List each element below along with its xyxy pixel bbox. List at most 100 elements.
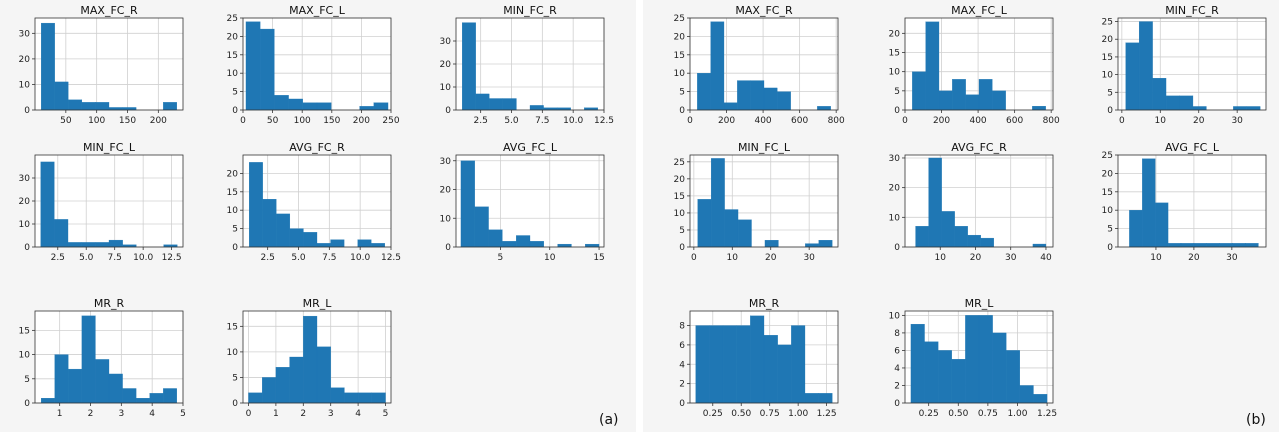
histogram-bar bbox=[108, 373, 123, 404]
histogram-bar bbox=[248, 392, 263, 404]
x-tick-label: 40 bbox=[1040, 253, 1052, 263]
histogram-bar bbox=[938, 350, 952, 404]
histogram-bar bbox=[978, 315, 993, 404]
histogram-bar bbox=[371, 392, 386, 404]
histogram-bar bbox=[54, 219, 69, 248]
histogram-bar bbox=[817, 106, 831, 111]
histogram-bar bbox=[276, 213, 291, 248]
histogram-bar bbox=[475, 93, 490, 111]
y-tick-label: 10 bbox=[889, 68, 901, 78]
y-tick-label: 10 bbox=[19, 80, 31, 90]
histogram-bar bbox=[67, 242, 82, 248]
histogram-bar bbox=[710, 21, 725, 111]
histogram-bar bbox=[928, 157, 942, 248]
x-tick-label: 10 bbox=[1150, 253, 1162, 263]
histogram-bar bbox=[818, 240, 833, 248]
histogram-bar bbox=[316, 243, 331, 248]
histogram-b-min-fc-l: 0 10 20 30 0 5 10 15 20 25 MIN_FC_L bbox=[674, 141, 839, 263]
y-tick-label: 0 bbox=[679, 399, 685, 409]
x-tick-label: 3 bbox=[118, 409, 124, 419]
y-tick-label: 0 bbox=[232, 243, 238, 253]
plot-frame bbox=[455, 154, 605, 248]
subplot-title: MR_R bbox=[749, 297, 780, 310]
histogram-b-avg-fc-r: 10 20 30 40 0 10 20 30 AVG_FC_R bbox=[889, 141, 1054, 263]
x-tick-label: 0.25 bbox=[703, 409, 723, 419]
histogram-bar bbox=[1006, 350, 1020, 404]
x-tick-label: 0.75 bbox=[978, 409, 998, 419]
x-tick-label: 10.0 bbox=[133, 253, 153, 263]
x-tick-label: 30 bbox=[1231, 116, 1243, 126]
histogram-bar bbox=[357, 392, 372, 404]
y-tick-label: 5 bbox=[679, 226, 685, 236]
x-tick-label: 150 bbox=[323, 116, 340, 126]
histogram-bar bbox=[915, 226, 929, 248]
histogram-bar bbox=[289, 228, 304, 248]
histogram-bar bbox=[697, 199, 712, 248]
y-tick-label: 15 bbox=[1102, 53, 1113, 63]
x-tick-label: 5.0 bbox=[79, 253, 94, 263]
y-tick-label: 25 bbox=[227, 14, 238, 24]
histogram-bar bbox=[316, 102, 332, 111]
histogram-a-min-fc-l: 2.5 5.0 7.5 10.0 12.5 0 10 20 30 MIN_FC_L bbox=[19, 141, 184, 263]
histogram-bar bbox=[81, 242, 96, 248]
y-tick-label: 20 bbox=[440, 186, 452, 196]
subplot-title: AVG_FC_L bbox=[503, 141, 558, 154]
x-tick-label: 5 bbox=[498, 253, 504, 263]
plot-frame bbox=[904, 17, 1054, 111]
y-tick-label: 0 bbox=[894, 106, 900, 116]
histogram-a-max-fc-r: 50 100 150 200 0 10 20 30 MAX_FC_R bbox=[19, 4, 184, 126]
y-tick-label: 15 bbox=[674, 192, 685, 202]
plot-frame bbox=[1117, 154, 1267, 248]
y-tick-label: 20 bbox=[19, 55, 31, 65]
x-tick-label: 50 bbox=[267, 116, 279, 126]
y-tick-label: 8 bbox=[679, 322, 685, 332]
y-tick-label: 10 bbox=[227, 69, 239, 79]
histogram-bar bbox=[68, 99, 83, 111]
histogram-b-max-fc-l: 0 200 400 600 800 0 5 10 15 20 MAX_FC_L bbox=[889, 4, 1060, 126]
y-tick-label: 5 bbox=[232, 88, 238, 98]
x-tick-label: 0.75 bbox=[760, 409, 780, 419]
x-tick-label: 2.5 bbox=[474, 116, 488, 126]
y-tick-label: 20 bbox=[1102, 169, 1114, 179]
histogram-bar bbox=[1192, 106, 1207, 111]
y-tick-label: 6 bbox=[679, 341, 685, 351]
histogram-bar bbox=[163, 388, 177, 404]
x-tick-label: 250 bbox=[382, 116, 399, 126]
x-tick-label: 1.25 bbox=[817, 409, 837, 419]
y-tick-label: 20 bbox=[889, 184, 901, 194]
y-tick-label: 15 bbox=[1102, 188, 1113, 198]
subplot-title: AVG_FC_L bbox=[1165, 141, 1220, 154]
x-tick-label: 30 bbox=[803, 253, 815, 263]
histogram-bar bbox=[502, 241, 517, 248]
y-tick-label: 30 bbox=[19, 174, 31, 184]
x-tick-label: 1.00 bbox=[788, 409, 808, 419]
plot-frame bbox=[689, 154, 839, 248]
y-tick-label: 20 bbox=[440, 60, 452, 70]
histogram-bar bbox=[938, 90, 953, 111]
histogram-a-max-fc-l: 0 50 100 150 200 250 0 5 10 15 20 25 MAX_FC_L bbox=[227, 4, 400, 126]
histogram-bar bbox=[108, 239, 123, 248]
x-tick-label: 1.25 bbox=[1037, 409, 1057, 419]
y-tick-label: 10 bbox=[889, 213, 901, 223]
y-tick-label: 30 bbox=[19, 29, 31, 39]
y-tick-label: 0 bbox=[24, 243, 30, 253]
y-tick-label: 25 bbox=[674, 14, 685, 24]
histogram-bar bbox=[724, 209, 739, 248]
y-tick-label: 0 bbox=[232, 106, 238, 116]
x-tick-label: 10 bbox=[935, 253, 947, 263]
y-tick-label: 6 bbox=[894, 346, 900, 356]
histogram-bar bbox=[275, 367, 290, 404]
histogram-bar bbox=[1165, 95, 1180, 111]
histogram-bar bbox=[1246, 106, 1261, 111]
x-tick-label: 0 bbox=[691, 253, 697, 263]
histogram-bar bbox=[302, 102, 318, 111]
histogram-bar bbox=[750, 80, 765, 111]
histogram-bar bbox=[149, 393, 164, 404]
x-tick-label: 0.50 bbox=[731, 409, 751, 419]
y-tick-label: 20 bbox=[227, 32, 239, 42]
y-tick-label: 30 bbox=[440, 157, 452, 167]
histogram-bar bbox=[1233, 106, 1247, 111]
subplot-title: MIN_FC_R bbox=[1165, 4, 1219, 17]
histogram-bar bbox=[249, 162, 263, 248]
histogram-bar bbox=[289, 356, 304, 404]
